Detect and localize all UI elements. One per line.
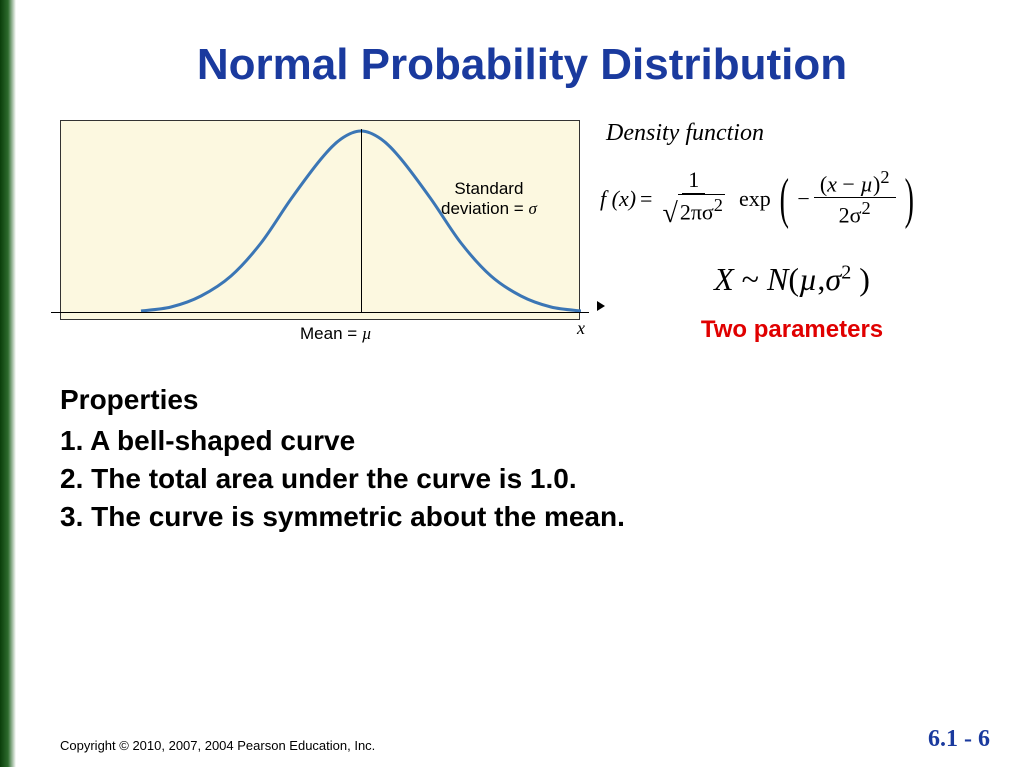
fraction-2: (x − µ)2 2σ2: [814, 167, 896, 231]
density-function-label: Density function: [606, 120, 984, 147]
properties-heading: Properties: [60, 384, 984, 416]
std-label-line2-prefix: deviation =: [441, 199, 528, 218]
mu2: µ: [799, 261, 817, 297]
upper-row: Standard deviation = σ x Mean = µ Densit…: [60, 120, 984, 344]
fraction-1: 1 √ 2πσ2: [656, 167, 731, 230]
properties-section: Properties 1. A bell-shaped curve 2. The…: [60, 384, 984, 535]
copyright-text: Copyright © 2010, 2007, 2004 Pearson Edu…: [60, 738, 375, 753]
two-pi-sigma: 2πσ: [680, 199, 714, 224]
std-label-line1: Standard: [454, 179, 523, 198]
close-paren: ): [851, 261, 870, 297]
distribution-notation: X ~ N(µ,σ2 ): [600, 261, 984, 298]
numerator-1: 1: [682, 167, 705, 194]
fx: f (x): [600, 186, 636, 212]
chart-area: Standard deviation = σ x Mean = µ: [60, 120, 580, 344]
eq: =: [640, 186, 652, 212]
open-paren: (: [788, 261, 799, 297]
bell-curve-chart: Standard deviation = σ x: [60, 120, 580, 320]
sup2a: 2: [714, 195, 723, 215]
curve-svg: [61, 121, 581, 321]
x-axis-line: [51, 312, 589, 313]
slide-title: Normal Probability Distribution: [60, 40, 984, 90]
sqrt-sign-icon: √: [662, 203, 677, 225]
mean-label: Mean = µ: [300, 324, 820, 344]
x-var: x: [827, 171, 837, 196]
sqrt-body: 2πσ2: [678, 194, 725, 225]
numerator-2: (x − µ)2: [814, 167, 896, 198]
sup2c: 2: [862, 198, 871, 218]
paren-close-icon: ): [904, 175, 913, 223]
sqrt: √ 2πσ2: [662, 194, 725, 225]
tilde: ~: [734, 261, 767, 297]
mu-var: µ: [860, 171, 873, 196]
exp-text: exp: [739, 186, 771, 212]
slide: Normal Probability Distribution Standard…: [20, 0, 1024, 767]
paren-open-icon: (: [779, 175, 788, 223]
mu-symbol: µ: [362, 324, 372, 343]
std-dev-label: Standard deviation = σ: [441, 179, 537, 220]
sup2d: 2: [841, 261, 851, 283]
sigma2: σ: [825, 261, 841, 297]
two-sigma: 2σ: [839, 203, 862, 228]
x-axis-arrow-icon: [597, 301, 605, 311]
minus-sign: −: [797, 186, 809, 212]
X: X: [714, 261, 734, 297]
property-1: 1. A bell-shaped curve: [60, 422, 984, 460]
right-column: Density function f (x) = 1 √ 2πσ2: [600, 120, 984, 344]
N: N: [767, 261, 788, 297]
property-3: 3. The curve is symmetric about the mean…: [60, 498, 984, 536]
sup2b: 2: [880, 167, 889, 187]
denominator-1: √ 2πσ2: [656, 194, 731, 230]
density-formula: f (x) = 1 √ 2πσ2 exp ( −: [600, 167, 984, 231]
sigma-symbol: σ: [528, 199, 536, 218]
mean-vertical-line: [361, 129, 362, 313]
minus2: −: [837, 171, 860, 196]
slide-number: 6.1 - 6: [928, 726, 990, 753]
mean-label-prefix: Mean =: [300, 324, 362, 343]
property-2: 2. The total area under the curve is 1.0…: [60, 460, 984, 498]
denominator-2: 2σ2: [833, 198, 877, 230]
